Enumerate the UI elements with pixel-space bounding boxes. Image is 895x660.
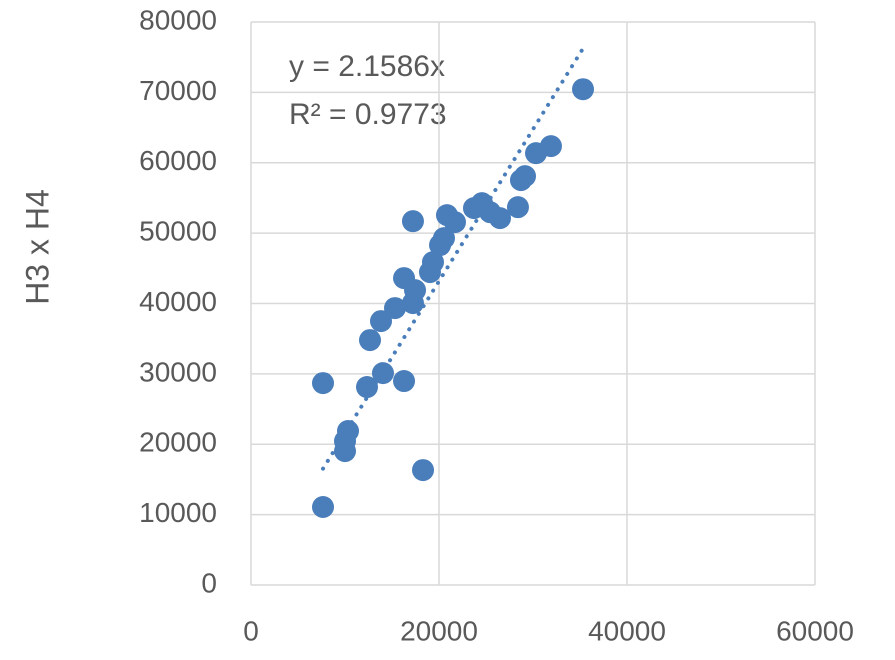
point — [355, 376, 378, 399]
y-tick-label: 10000 — [139, 497, 217, 528]
point — [572, 78, 595, 101]
point — [359, 329, 382, 352]
point — [393, 370, 416, 393]
x-tick-label: 0 — [243, 615, 259, 646]
point — [421, 251, 444, 274]
y-tick-label: 0 — [201, 567, 217, 598]
y-tick-label: 70000 — [139, 75, 217, 106]
point — [312, 496, 335, 519]
y-tick-label: 60000 — [139, 145, 217, 176]
y-tick-label: 50000 — [139, 216, 217, 247]
y-tick-label: 40000 — [139, 286, 217, 317]
x-tick-label: 20000 — [400, 615, 478, 646]
point — [443, 211, 466, 234]
trendline — [321, 46, 586, 471]
point — [412, 459, 435, 482]
trendline-equation: y = 2.1586x — [289, 50, 445, 83]
y-tick-label: 20000 — [139, 427, 217, 458]
point — [371, 362, 394, 385]
point — [404, 279, 427, 302]
point — [489, 207, 512, 230]
y-tick-label: 80000 — [139, 4, 217, 35]
point — [401, 210, 424, 233]
point — [432, 227, 455, 250]
point — [337, 420, 360, 443]
point — [514, 165, 537, 188]
point — [312, 372, 335, 395]
trendline-r2: R² = 0.9773 — [289, 98, 447, 131]
y-axis-label: H3 x H4 — [19, 189, 55, 305]
x-tick-label: 40000 — [588, 615, 666, 646]
point — [384, 297, 407, 320]
point — [506, 196, 529, 219]
x-tick-label: 60000 — [776, 615, 854, 646]
point — [370, 310, 393, 333]
y-tick-label: 30000 — [139, 356, 217, 387]
point — [539, 135, 562, 158]
